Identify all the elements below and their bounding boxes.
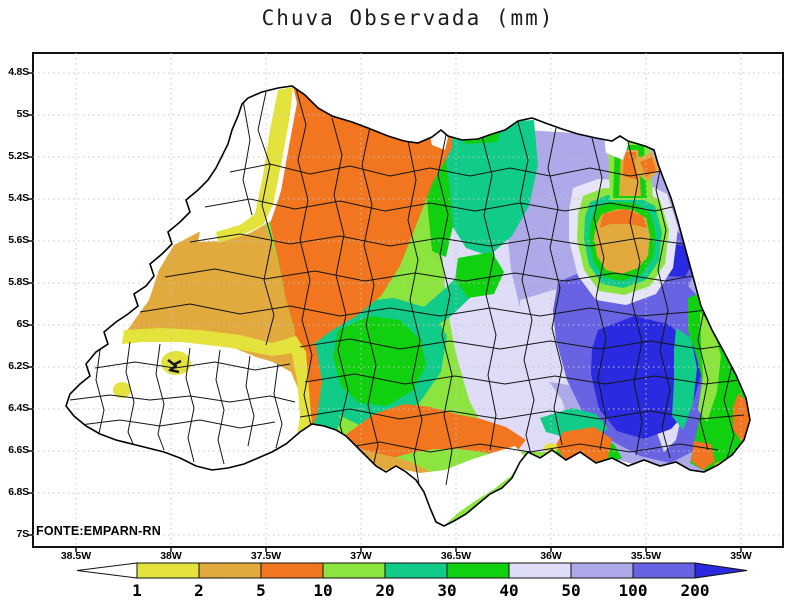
colorbar-segment (508, 562, 572, 579)
colorbar-break-label: 5 (256, 581, 266, 600)
municipality-boundaries (69, 87, 745, 511)
colorbar-break-label: 50 (561, 581, 581, 600)
colorbar-segment (322, 562, 386, 579)
axis-tick-marks (28, 72, 742, 552)
lon-tick-label: 37W (350, 550, 372, 562)
state-outline (65, 85, 751, 527)
colorbar-break-label: 1 (132, 581, 142, 600)
lon-tick-label: 38W (160, 550, 182, 562)
lat-tick-label: 4.8S (8, 66, 29, 78)
lat-tick-label: 5S (16, 108, 30, 120)
lat-tick-label: 6.6S (8, 444, 29, 456)
page-title: Chuva Observada (mm) (261, 6, 555, 30)
colorbar-below-min-arrow (76, 562, 138, 579)
lat-tick-label: 6.8S (8, 486, 29, 498)
lat-tick-label: 5.2S (8, 150, 29, 162)
lat-tick-label: 6.4S (8, 402, 29, 414)
source-note: FONTE:EMPARN-RN (36, 524, 161, 538)
colorbar-break-label: 10 (313, 581, 333, 600)
colorbar-above-max-arrow (694, 562, 748, 579)
lat-tick-label: 5.4S (8, 192, 29, 204)
lon-tick-label: 36.5W (440, 550, 472, 562)
colorbar-segment (136, 562, 200, 579)
colorbar-segment (632, 562, 696, 579)
colorbar-break-label: 30 (437, 581, 457, 600)
colorbar-break-label: 200 (680, 581, 710, 600)
lat-tick-label: 5.6S (8, 234, 29, 246)
lon-tick-label: 36W (540, 550, 562, 562)
colorbar-break-label: 100 (618, 581, 648, 600)
grid-lines (33, 53, 783, 547)
colorbar-segment (260, 562, 324, 579)
lon-tick-label: 37.5W (250, 550, 282, 562)
lat-tick-label: 6.2S (8, 360, 29, 372)
colorbar-break-label: 2 (194, 581, 204, 600)
colorbar-break-label: 20 (375, 581, 395, 600)
lat-tick-label: 6S (16, 318, 30, 330)
colorbar-segment (384, 562, 448, 579)
colorbar-segment (446, 562, 510, 579)
lat-tick-label: 7S (16, 528, 30, 540)
lon-tick-label: 35.5W (630, 550, 662, 562)
colorbar-break-label: 40 (499, 581, 519, 600)
colorbar-segment (570, 562, 634, 579)
lon-tick-label: 38.5W (60, 550, 92, 562)
lon-tick-label: 35W (730, 550, 752, 562)
lat-tick-label: 5.8S (8, 276, 29, 288)
colorbar (76, 562, 748, 579)
colorbar-segment (198, 562, 262, 579)
